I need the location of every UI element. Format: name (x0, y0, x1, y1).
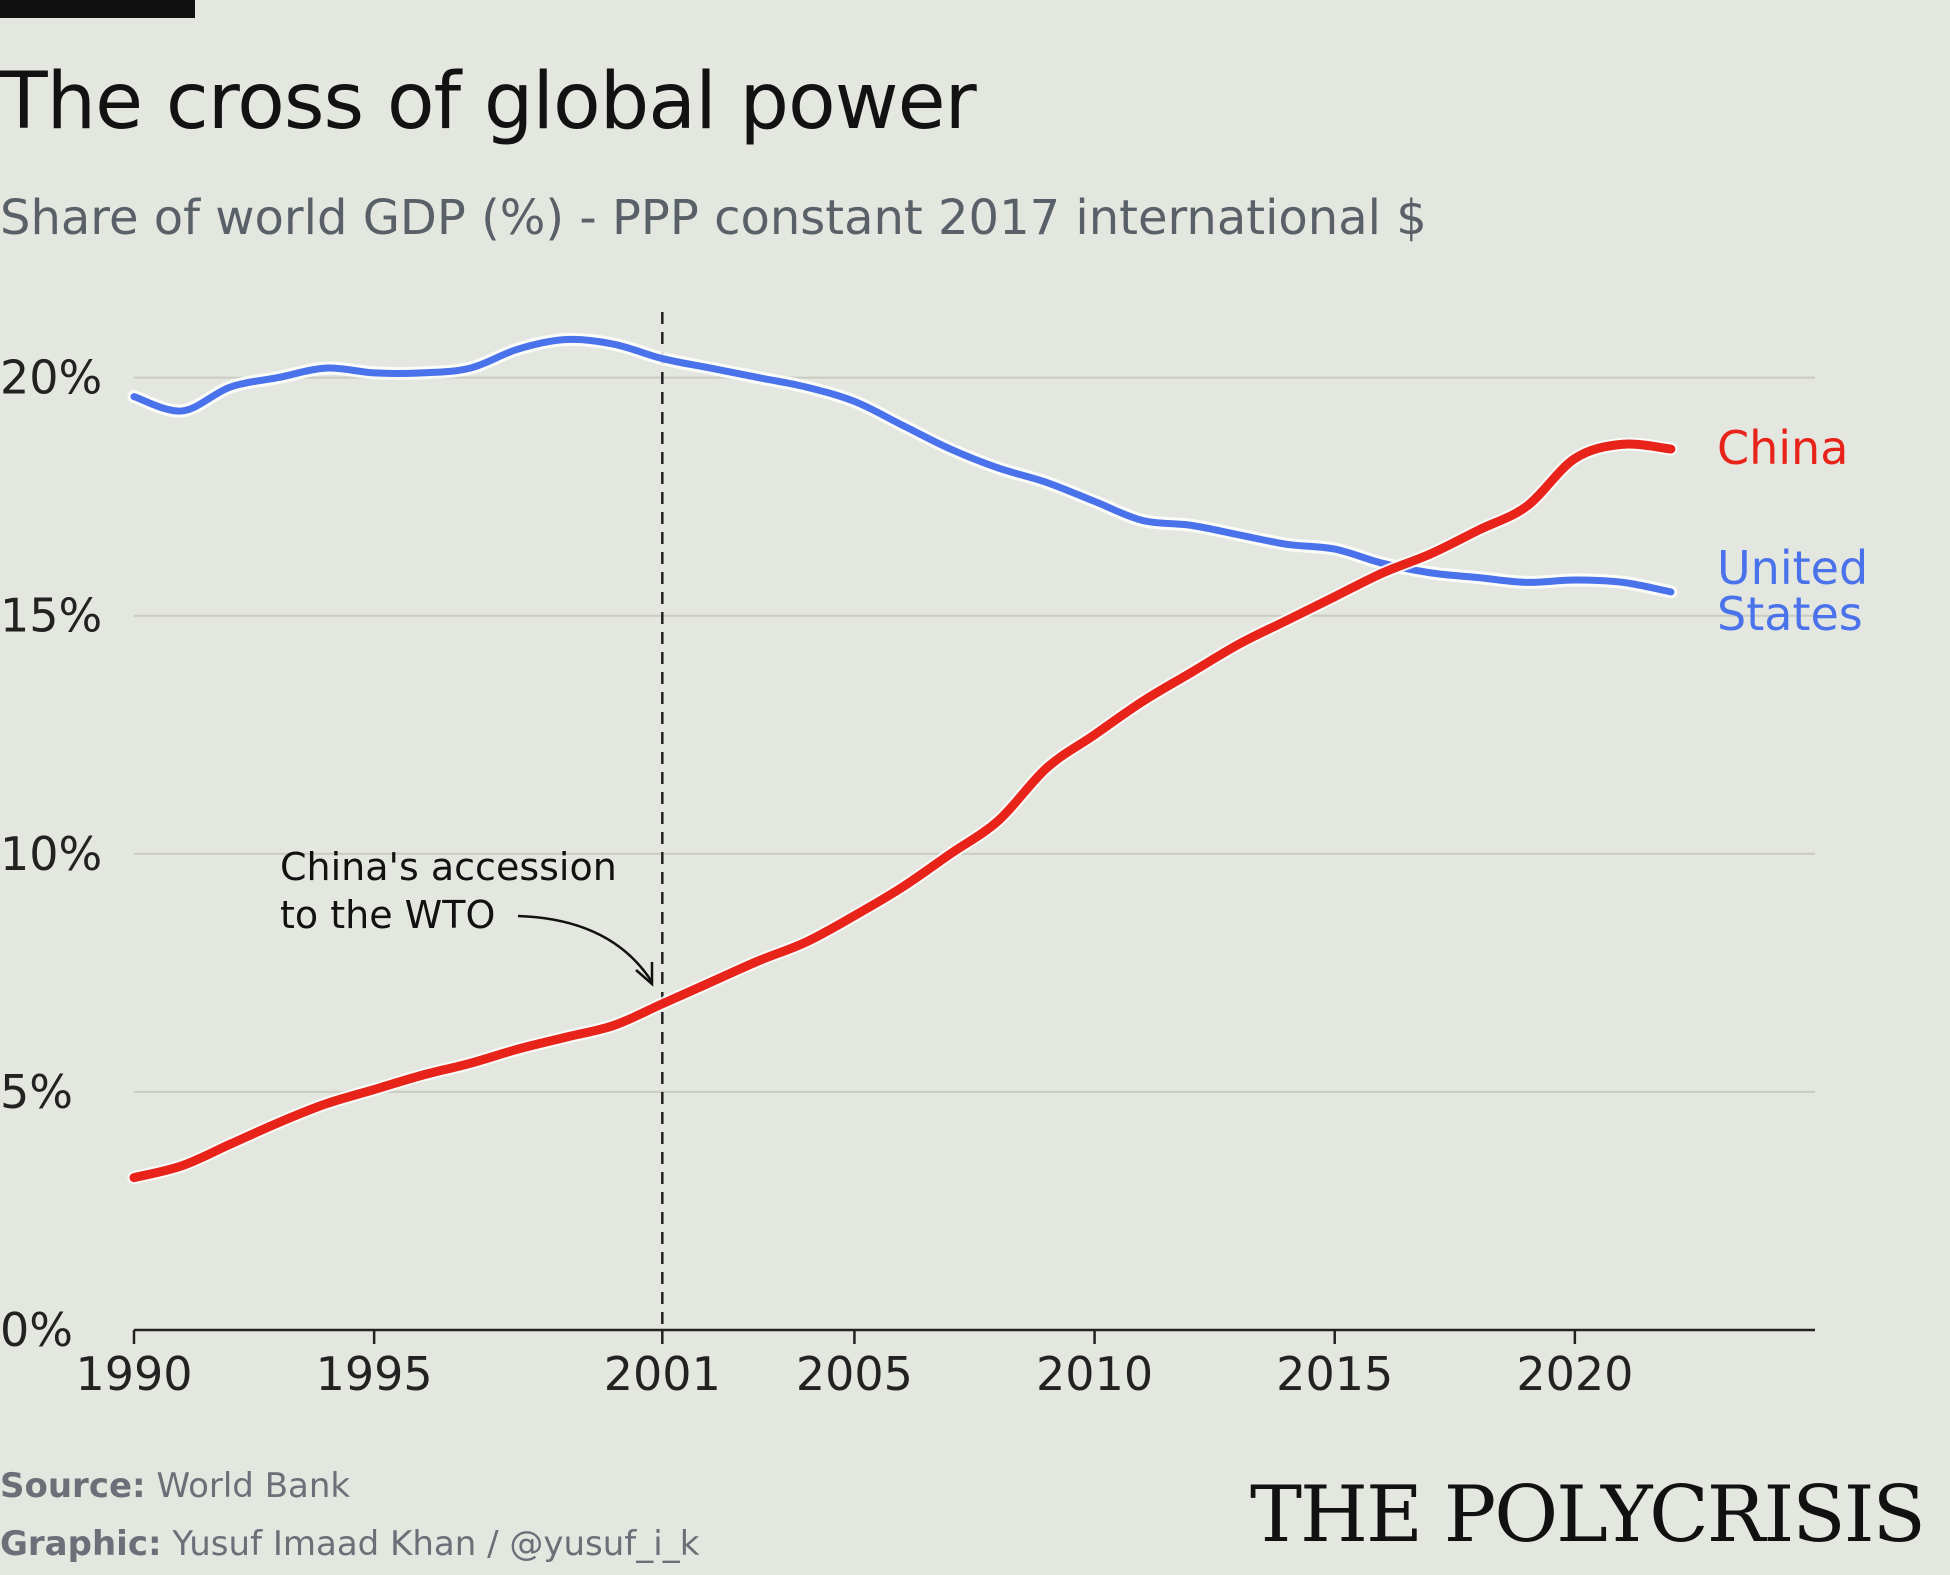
chart-title: The cross of global power (0, 57, 977, 147)
united-states-series-label: United (1717, 541, 1868, 595)
y-tick-label: 20% (0, 351, 102, 405)
source-credit: Source: World Bank (0, 1466, 350, 1506)
axis-layer: 1990 1995 2001 2005 2010 2015 2020 (75, 1328, 1815, 1401)
grid-layer: 0% 5% 10% 15% 20% (0, 351, 1815, 1357)
source-value: World Bank (156, 1466, 351, 1506)
china-series-label: China (1717, 421, 1848, 475)
china-line (129, 439, 1676, 1183)
chart-subtitle: Share of world GDP (%) - PPP constant 20… (0, 190, 1427, 246)
x-tick-label: 2020 (1516, 1347, 1633, 1401)
x-tick-label: 2010 (1036, 1347, 1153, 1401)
x-tick-label: 2005 (796, 1347, 913, 1401)
graphic-label: Graphic: (0, 1524, 162, 1564)
x-tick-label: 1995 (316, 1347, 433, 1401)
y-tick-label: 5% (0, 1065, 73, 1119)
annotation-text-line-1: China's accession (280, 845, 617, 889)
graphic-credit: Graphic: Yusuf Imaad Khan / @yusuf_i_k (0, 1524, 699, 1564)
series-layer (127, 332, 1678, 1185)
annotation-text-line-2: to the WTO (280, 893, 495, 937)
y-tick-label: 10% (0, 827, 102, 881)
graphic-value: Yusuf Imaad Khan / @yusuf_i_k (172, 1524, 700, 1564)
title-accent-bar (0, 0, 195, 18)
brand-logo: THE POLYCRISIS (1249, 1470, 1926, 1560)
annotation-layer: China's accession to the WTO (280, 312, 664, 1330)
united-states-series-label: States (1717, 587, 1863, 641)
annotation-arrow (517, 914, 654, 983)
x-tick-label: 2001 (604, 1347, 721, 1401)
y-tick-label: 0% (0, 1303, 73, 1357)
x-tick-label: 2015 (1276, 1347, 1393, 1401)
x-tick-label: 1990 (75, 1347, 192, 1401)
annotation-arrowhead (635, 962, 654, 987)
united-states-line (130, 335, 1675, 596)
y-tick-label: 15% (0, 589, 102, 643)
source-label: Source: (0, 1466, 146, 1506)
